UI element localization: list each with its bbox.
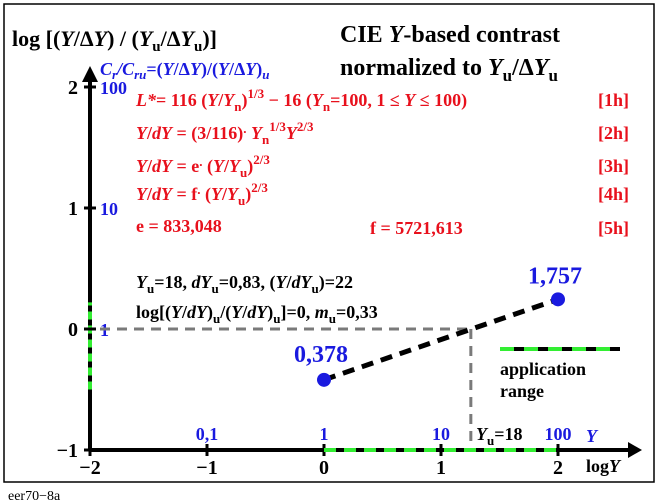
formula-tag-2h: [2h] (598, 123, 629, 143)
formula-tag-5h: [5h] (598, 218, 629, 238)
formula-tag-1h: [1h] (598, 90, 629, 110)
series-0-point-label-1: 1,757 (528, 263, 582, 289)
x-tick-label-3: 1 (436, 457, 446, 479)
x-tick-label-1: −1 (196, 457, 217, 479)
y-tick-linear-label-2: 100 (100, 78, 127, 98)
x-tick-linear-label-0: 0,1 (196, 424, 219, 444)
y-axis-arrow (82, 66, 98, 82)
series-0-point-1 (551, 292, 565, 307)
chart-frame (3, 3, 655, 483)
x-linear-unit-label: Y (586, 426, 599, 446)
x-axis-arrow (628, 442, 642, 458)
application-range-label-1: application (500, 359, 586, 379)
series-0-point-0 (317, 372, 331, 387)
y-axis-ratio-label: Cr/Cru=(Y/ΔY)/(Y/ΔY)u (100, 59, 269, 82)
x-tick-linear-label-3: 100 (545, 424, 572, 444)
y-tick-label-1: 0 (68, 319, 78, 341)
x-axis-label: logY (586, 456, 622, 476)
formula-block: L*= 116 (Y/Yn)1/3 − 16 (Yn=100, 1 ≤ Y ≤ … (135, 86, 629, 238)
y-tick-label-0: −1 (57, 440, 78, 462)
info-line-1: Yu=18, dYu=0,83, (Y/dYu)=22 (136, 272, 353, 296)
formula-4h: Y/dY = f. (Y/Yu)2/3 (136, 180, 268, 208)
info-line-2: log[(Y/dY)u/(Y/dY)u]=0, mu=0,33 (136, 302, 378, 326)
series-0-point-label-0: 0,378 (294, 342, 348, 368)
formula-3h: Y/dY = e. (Y/Yu)2/3 (136, 152, 270, 180)
x-tick-label-0: −2 (79, 457, 100, 479)
figure-code: eer70−8a (8, 489, 61, 504)
formula-1h: L*= 116 (Y/Yn)1/3 − 16 (Yn=100, 1 ≤ Y ≤ … (135, 86, 467, 114)
x-tick-linear-label-1: 1 (320, 424, 329, 444)
y-tick-label-3: 2 (68, 77, 78, 99)
y-tick-linear-label-1: 10 (100, 199, 118, 219)
application-range-label-2: range (500, 381, 544, 401)
x-tick-label-4: 2 (553, 457, 563, 479)
chart-title-line1: CIE Y-based contrast (340, 22, 560, 48)
formula-tag-4h: [4h] (598, 184, 629, 204)
series-0-segment-0 (323, 296, 559, 383)
x-tick-linear-label-2: 10 (432, 424, 450, 444)
chart-title-line2: normalized to Yu/ΔYu (340, 55, 558, 85)
y-axis-label: log [(Y/ΔY) / (Yu/ΔYu)] (12, 26, 217, 55)
formula-5h-e: e = 833,048 (136, 216, 222, 236)
formula-tag-3h: [3h] (598, 156, 629, 176)
y-tick-label-2: 1 (68, 198, 78, 220)
x-tick-label-2: 0 (319, 457, 329, 479)
formula-5h-f: f = 5721,613 (370, 218, 463, 238)
reference-yu-label: Yu=18 (476, 424, 523, 448)
formula-2h: Y/dY = (3/116). Yn1/3Y2/3 (136, 119, 314, 147)
